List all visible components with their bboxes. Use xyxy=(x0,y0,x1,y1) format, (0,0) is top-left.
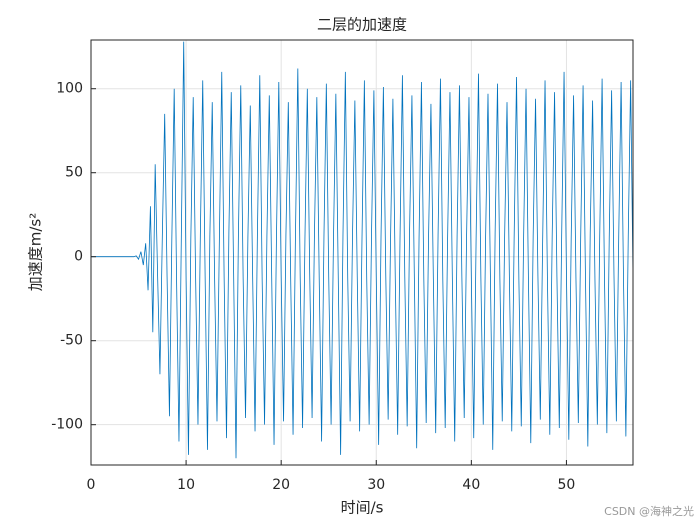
data-line xyxy=(91,41,633,459)
axes-box xyxy=(90,39,634,466)
watermark: CSDN @海神之光 xyxy=(604,504,694,518)
x-tick-label: 40 xyxy=(462,477,480,493)
y-tick-label: 100 xyxy=(56,81,83,97)
data xyxy=(91,41,633,459)
y-tick-label: 0 xyxy=(74,249,83,265)
x-tick-label: 10 xyxy=(177,477,195,493)
x-axis-label: 时间/s xyxy=(341,499,384,517)
x-tick-label: 0 xyxy=(87,477,96,493)
x-tick-label: 30 xyxy=(367,477,385,493)
chart-title: 二层的加速度 xyxy=(317,16,407,34)
x-tick-label: 50 xyxy=(558,477,576,493)
y-axis-label: 加速度m/s² xyxy=(27,213,45,292)
y-tick-label: 50 xyxy=(65,165,83,181)
y-tick-label: -100 xyxy=(51,417,83,433)
x-tick-label: 20 xyxy=(272,477,290,493)
y-tick-label: -50 xyxy=(60,333,83,349)
